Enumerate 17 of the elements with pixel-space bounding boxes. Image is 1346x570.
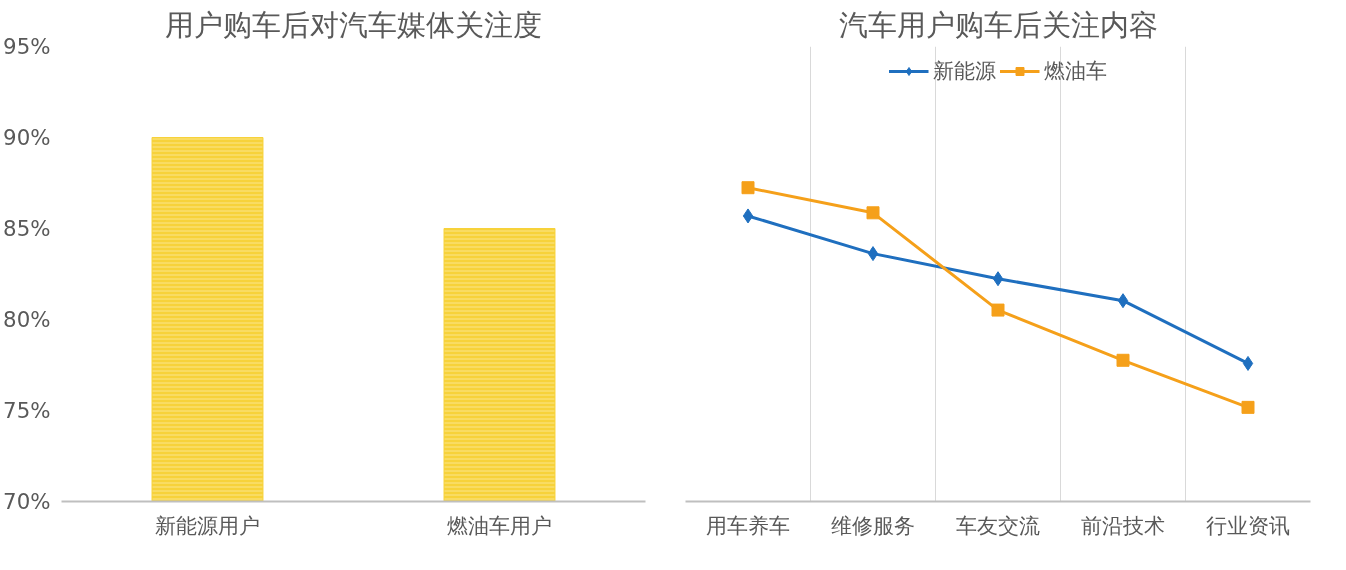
x-tick-label: 前沿技术 (1081, 512, 1165, 538)
chart-title: 汽车用户购车后关注内容 (838, 7, 1158, 42)
x-tick-label: 燃油车用户 (447, 512, 552, 538)
legend-label: 新能源 (933, 57, 996, 85)
x-tick-label: 车友交流 (956, 512, 1040, 538)
y-tick-label: 80% (3, 307, 51, 332)
y-tick-label: 70% (3, 489, 51, 514)
x-tick-label: 行业资讯 (1206, 512, 1290, 538)
chart-title: 用户购车后对汽车媒体关注度 (165, 7, 542, 42)
x-tick-label: 新能源用户 (155, 512, 260, 538)
y-tick-label: 85% (3, 216, 51, 241)
legend-label: 燃油车 (1044, 57, 1107, 85)
y-tick-label: 75% (3, 398, 51, 423)
x-tick-label: 维修服务 (831, 512, 915, 538)
y-tick-label: 90% (3, 125, 51, 150)
x-tick-label: 用车养车 (706, 512, 790, 538)
y-tick-label: 95% (3, 34, 51, 59)
